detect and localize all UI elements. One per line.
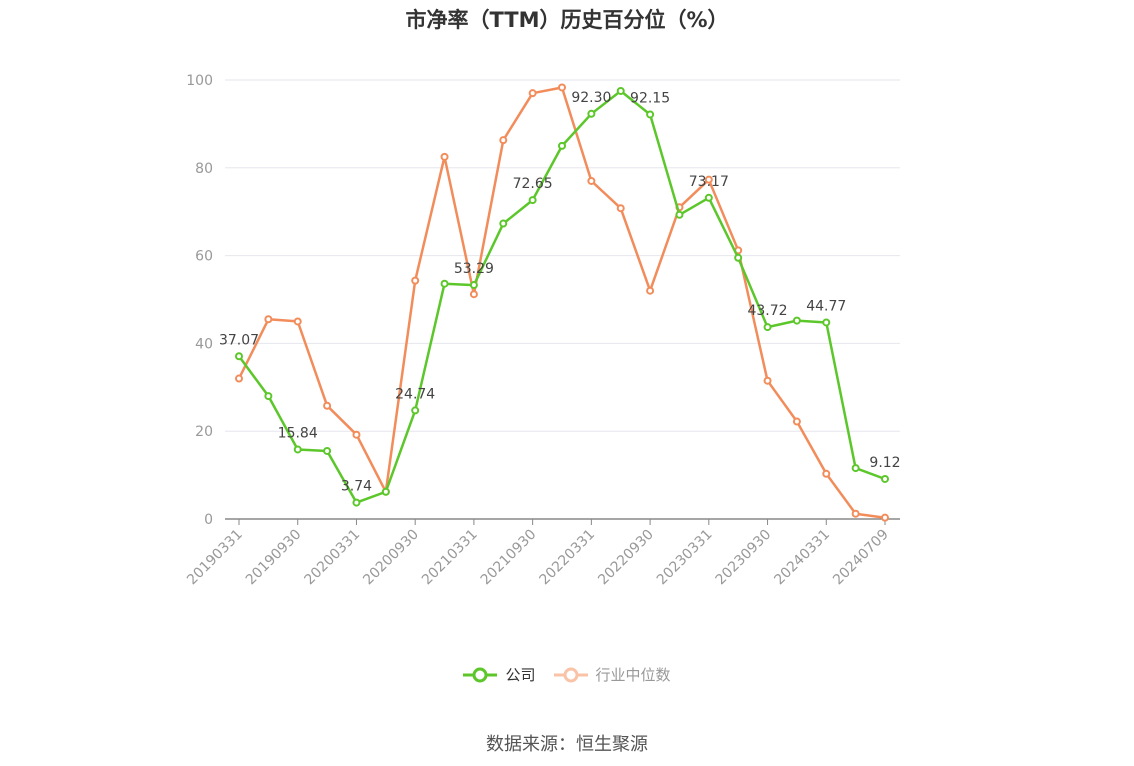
industry-line <box>237 86 886 519</box>
data-label: 44.77 <box>806 298 846 314</box>
x-tick-label: 20200930 <box>360 527 422 589</box>
data-label: 92.15 <box>630 90 670 106</box>
industry-point <box>704 175 713 184</box>
company-point <box>558 141 566 150</box>
industry-point <box>293 317 302 326</box>
y-axis-ticks: 0 20 40 60 80 100 <box>186 73 213 528</box>
legend-label-company: 公司 <box>505 666 536 684</box>
company-point <box>411 406 420 415</box>
data-label: 3.74 <box>341 479 372 495</box>
company-point <box>616 86 625 95</box>
company-point <box>469 281 478 290</box>
industry-point <box>763 376 772 385</box>
y-tick-label: 60 <box>195 249 213 265</box>
data-labels: 37.07 15.84 3.74 24.74 53.29 72.65 92.30 92.15 7… <box>219 90 901 495</box>
x-tick-label: 20220930 <box>595 527 657 589</box>
x-tick-label: 20210930 <box>478 527 540 589</box>
x-tick-label: 20210331 <box>419 527 481 589</box>
company-point <box>675 210 684 219</box>
company-point <box>499 219 508 228</box>
company-point <box>352 498 361 507</box>
industry-point <box>616 204 625 213</box>
company-point <box>440 279 449 288</box>
data-label: 9.12 <box>869 455 900 471</box>
data-label: 72.65 <box>513 176 553 192</box>
company-point <box>734 253 743 262</box>
data-label: 53.29 <box>454 261 494 277</box>
industry-point <box>323 401 332 410</box>
industry-point <box>469 290 478 299</box>
x-tick-label: 20190331 <box>184 527 246 589</box>
legend-item-industry[interactable]: 行业中位数 <box>553 664 671 685</box>
industry-point <box>499 136 508 145</box>
x-tick-label: 20230331 <box>654 527 716 589</box>
company-point <box>822 318 831 327</box>
company-point <box>646 110 655 119</box>
data-source: 数据来源：恒生聚源 <box>486 734 648 755</box>
y-tick-label: 40 <box>195 336 213 352</box>
company-point <box>264 392 273 401</box>
legend-item-company[interactable]: 公司 <box>463 664 536 685</box>
industry-point <box>851 509 860 518</box>
legend: 公司 行业中位数 <box>0 664 1134 685</box>
company-point <box>381 487 390 496</box>
x-tick-label: 20240709 <box>830 527 892 589</box>
company-point <box>528 196 537 205</box>
legend-industry-icon <box>553 667 588 682</box>
series-industry <box>235 83 889 522</box>
x-tick-label: 20230930 <box>713 527 775 589</box>
company-point <box>293 445 302 454</box>
company-point <box>763 323 772 332</box>
industry-point <box>558 83 566 92</box>
x-tick-label: 20200331 <box>302 527 364 589</box>
y-tick-label: 100 <box>186 73 213 89</box>
data-label: 37.07 <box>219 332 259 348</box>
industry-point <box>646 286 655 295</box>
data-label: 43.72 <box>747 303 787 319</box>
company-point <box>323 446 332 455</box>
company-point <box>587 109 596 118</box>
data-label: 15.84 <box>278 425 318 441</box>
x-tick-label: 20220331 <box>536 527 598 589</box>
company-point <box>792 316 801 325</box>
y-tick-label: 80 <box>195 161 213 177</box>
company-point <box>704 193 713 202</box>
industry-point <box>587 176 596 185</box>
industry-point <box>352 430 361 439</box>
chart-title: 市净率（TTM）历史百分位（%） <box>405 8 729 32</box>
industry-point <box>264 315 273 324</box>
company-point <box>851 464 860 473</box>
company-point <box>881 474 889 483</box>
y-tick-label: 0 <box>204 512 213 528</box>
industry-point <box>411 276 420 285</box>
grid-lines <box>225 79 900 432</box>
industry-point <box>235 374 243 383</box>
industry-point <box>881 513 889 522</box>
company-line <box>237 89 886 504</box>
y-tick-label: 20 <box>195 424 213 440</box>
data-label: 24.74 <box>395 386 435 402</box>
legend-label-industry: 行业中位数 <box>595 666 671 684</box>
x-tick-label: 20190930 <box>243 527 305 589</box>
x-tick-label: 20240331 <box>771 527 833 589</box>
x-axis: 2019033120190930202003312020093020210331… <box>184 518 900 589</box>
legend-company-icon <box>463 667 498 682</box>
series-company <box>235 86 889 507</box>
industry-point <box>440 152 449 161</box>
data-label: 73.17 <box>689 174 729 190</box>
data-label: 92.30 <box>571 90 611 106</box>
industry-point <box>822 469 831 478</box>
company-point <box>235 352 243 361</box>
industry-point <box>792 417 801 426</box>
industry-point <box>528 89 537 98</box>
